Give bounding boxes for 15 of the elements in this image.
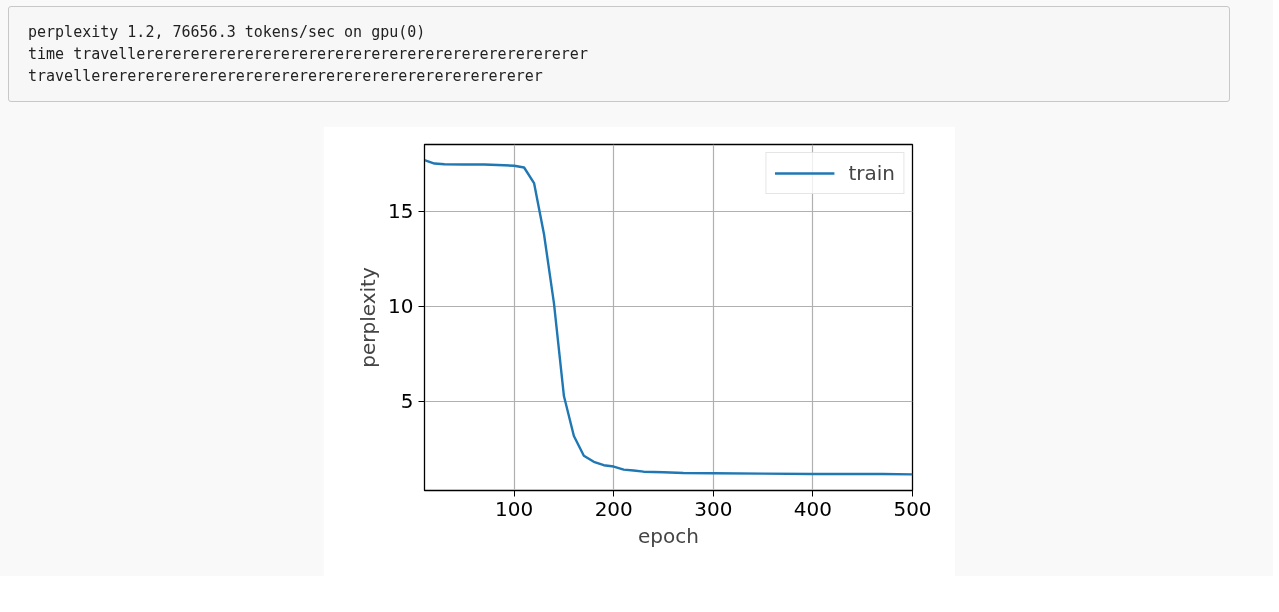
legend-label: train bbox=[848, 161, 895, 185]
x-axis-title: epoch bbox=[638, 523, 699, 548]
y-tick-label: 15 bbox=[388, 199, 414, 224]
x-tick-label: 400 bbox=[793, 496, 833, 521]
line-series bbox=[424, 158, 913, 476]
text: perplexity 1.2, 76656.3 tokens/sec on gpu(0) bbox=[28, 23, 426, 41]
x-tick-label: 500 bbox=[893, 496, 932, 521]
text: time travellererererererererererererererererererererererererer bbox=[28, 45, 588, 63]
text: travellererererererererererererererererererererererererer bbox=[28, 67, 543, 85]
x-tick-label: 300 bbox=[694, 496, 733, 521]
y-tick-label: 10 bbox=[388, 294, 414, 319]
y-axis-title: perplexity bbox=[356, 267, 381, 368]
y-tick-label: 5 bbox=[400, 389, 414, 414]
x-tick-label: 200 bbox=[594, 496, 633, 521]
x-tick-label: 100 bbox=[495, 496, 534, 521]
